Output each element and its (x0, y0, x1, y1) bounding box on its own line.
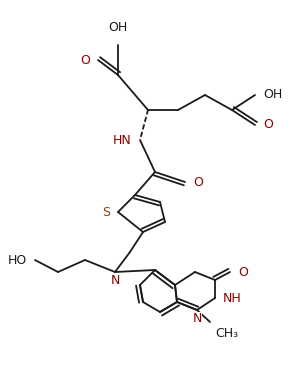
Text: CH₃: CH₃ (215, 327, 238, 340)
Text: O: O (80, 53, 90, 67)
Text: O: O (238, 266, 248, 278)
Text: HO: HO (8, 254, 27, 266)
Text: HN: HN (113, 133, 132, 147)
Text: NH: NH (223, 291, 242, 305)
Text: N: N (110, 274, 120, 287)
Text: O: O (193, 176, 203, 188)
Text: OH: OH (263, 89, 282, 101)
Text: N: N (192, 312, 202, 325)
Text: S: S (102, 206, 110, 218)
Text: OH: OH (108, 21, 128, 34)
Text: O: O (263, 119, 273, 131)
